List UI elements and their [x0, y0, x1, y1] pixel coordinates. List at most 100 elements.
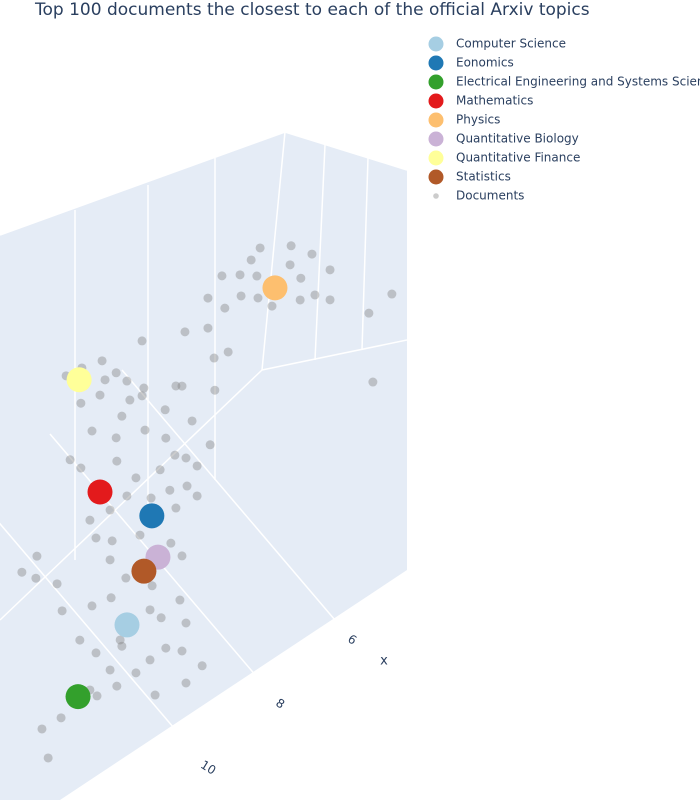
document-point [192, 461, 202, 471]
chart-title: Top 100 documents the closest to each of… [34, 0, 590, 20]
document-point [192, 491, 202, 501]
document-point [137, 391, 147, 401]
legend-marker [428, 112, 444, 128]
document-point [56, 713, 66, 723]
document-point [364, 308, 374, 318]
legend-marker [428, 169, 444, 185]
document-point [37, 724, 47, 734]
document-point [145, 655, 155, 665]
document-point [95, 390, 105, 400]
document-point [85, 515, 95, 525]
legend-label: Quantitative Finance [456, 151, 580, 165]
topic-point [262, 275, 288, 301]
document-point [31, 573, 41, 583]
document-point [150, 690, 160, 700]
document-point [117, 641, 127, 651]
document-point [156, 613, 166, 623]
document-point [97, 356, 107, 366]
document-point [161, 433, 171, 443]
document-point [246, 255, 256, 265]
document-point [105, 665, 115, 675]
document-point [171, 503, 181, 513]
document-point [155, 465, 165, 475]
document-point [112, 681, 122, 691]
document-point [166, 538, 176, 548]
document-point [115, 635, 125, 645]
document-point [285, 260, 295, 270]
document-point [17, 567, 27, 577]
document-point [112, 456, 122, 466]
document-point [107, 536, 117, 546]
document-point [236, 291, 246, 301]
document-point [140, 425, 150, 435]
document-point [180, 327, 190, 337]
document-point [92, 691, 102, 701]
document-point [181, 678, 191, 688]
document-point [137, 336, 147, 346]
document-point [235, 270, 245, 280]
grid-line [121, 369, 353, 641]
legend-label: Eonomics [456, 56, 514, 70]
document-point [117, 411, 127, 421]
document-point [387, 289, 397, 299]
document-point [76, 398, 86, 408]
document-point [286, 241, 296, 251]
document-point [197, 661, 207, 671]
document-point [122, 491, 132, 501]
legend-marker [428, 93, 444, 109]
document-point [105, 555, 115, 565]
document-point [111, 368, 121, 378]
document-point [255, 243, 265, 253]
document-point [131, 668, 141, 678]
document-point [295, 295, 305, 305]
legend-label: Quantitative Biology [456, 132, 579, 146]
grid-line [49, 433, 281, 705]
document-point [105, 505, 115, 515]
document-point [310, 290, 320, 300]
document-point [203, 323, 213, 333]
document-point [181, 453, 191, 463]
document-point [252, 271, 262, 281]
document-point [75, 635, 85, 645]
document-point [223, 347, 233, 357]
document-point [175, 595, 185, 605]
document-point [135, 530, 145, 540]
legend-marker [433, 193, 439, 199]
points [17, 241, 397, 763]
document-point [171, 381, 181, 391]
document-point [125, 395, 135, 405]
x-axis-title: x [380, 654, 388, 669]
legend: Computer Science Eonomics Electrical Engin… [428, 36, 700, 203]
document-point [131, 473, 141, 483]
document-point [210, 385, 220, 395]
document-point [52, 579, 62, 589]
document-point [253, 293, 263, 303]
topic-point [139, 503, 165, 529]
document-point [325, 295, 335, 305]
topic-point [66, 367, 92, 393]
legend-label: Mathematics [456, 94, 533, 108]
legend-label: Computer Science [456, 37, 566, 51]
document-point [106, 593, 116, 603]
document-point [147, 581, 157, 591]
document-point [161, 643, 171, 653]
document-point [209, 353, 219, 363]
document-point [145, 605, 155, 615]
legend-label: Electrical Engineering and Systems Scien… [456, 75, 700, 89]
document-point [182, 481, 192, 491]
document-point [187, 416, 197, 426]
topic-point [131, 558, 157, 584]
topic-point [65, 684, 91, 710]
legend-label: Statistics [456, 170, 511, 184]
legend-label: Physics [456, 113, 500, 127]
document-point [325, 265, 335, 275]
document-point [91, 533, 101, 543]
scene [0, 131, 407, 800]
legend-marker [428, 131, 444, 147]
document-point [139, 383, 149, 393]
topic-point [114, 612, 140, 638]
document-point [181, 618, 191, 628]
legend-marker [428, 150, 444, 166]
document-point [296, 273, 306, 283]
